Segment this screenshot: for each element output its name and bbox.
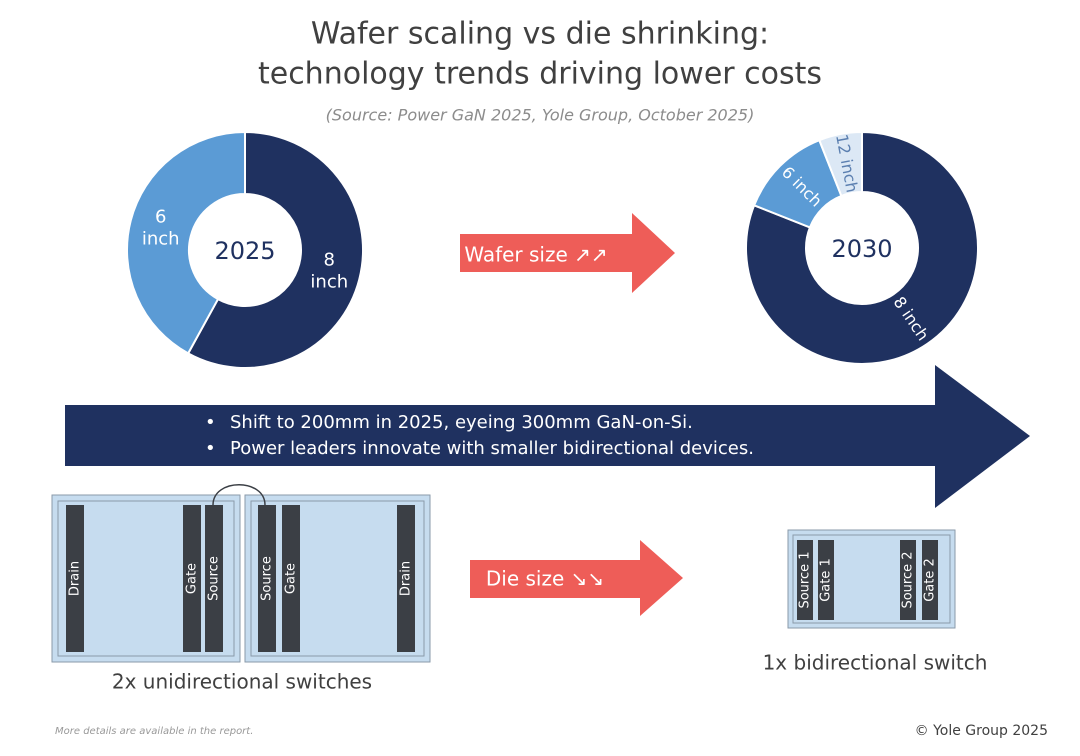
segment-label: 8 [324, 250, 335, 271]
pin-label: Drain [399, 561, 414, 596]
pin-label: Source [207, 556, 222, 601]
pin [922, 540, 938, 620]
donut-center: 2030 [831, 235, 892, 263]
die-arrow-label: Die size ↘↘ [486, 567, 604, 591]
pin [205, 505, 223, 652]
pin-label: Drain [68, 561, 83, 596]
donut-segment [186, 130, 364, 369]
wafer-arrow [460, 213, 675, 293]
pin-label: Source [260, 556, 275, 601]
wafer-arrow-label: Wafer size ↗↗ [464, 243, 607, 267]
pin-label: Source 1 [798, 551, 813, 608]
pin-label: Gate 2 [923, 558, 938, 602]
connection [212, 484, 266, 506]
bullet: • [205, 412, 216, 433]
title: technology trends driving lower costs [258, 57, 822, 92]
pin-label: Gate [185, 563, 200, 594]
donut-segment [126, 130, 246, 355]
banner-arrow [65, 365, 1030, 508]
pin-label: Gate [284, 563, 299, 594]
pin-label: Source 2 [901, 551, 916, 608]
donut-segment [818, 130, 863, 198]
bullet: • [205, 438, 216, 459]
segment-label: inch [310, 272, 348, 293]
donut-segment [745, 130, 979, 365]
copyright: © Yole Group 2025 [915, 723, 1048, 739]
source: (Source: Power GaN 2025, Yole Group, Oct… [326, 106, 755, 125]
pin [258, 505, 276, 652]
title: Wafer scaling vs die shrinking: [311, 17, 769, 52]
die-inner [57, 500, 235, 657]
segment-label: 6 [155, 206, 166, 227]
pin [397, 505, 415, 652]
donut-center: 2025 [214, 237, 275, 265]
die-inner [250, 500, 425, 657]
pin [818, 540, 834, 620]
banner-text: Shift to 200mm in 2025, eyeing 300mm GaN… [230, 412, 693, 433]
pin [66, 505, 84, 652]
die-inner [792, 534, 951, 624]
segment-label: inch [142, 228, 180, 249]
caption: 1x bidirectional switch [763, 651, 988, 675]
die-arrow [470, 540, 683, 616]
footer-note: More details are available in the report… [55, 726, 253, 737]
pin [183, 505, 201, 652]
pin [282, 505, 300, 652]
banner-text: Power leaders innovate with smaller bidi… [230, 438, 754, 459]
pin-label: Gate 1 [819, 558, 834, 602]
caption: 2x unidirectional switches [112, 670, 372, 694]
pin [797, 540, 813, 620]
pin [900, 540, 916, 620]
